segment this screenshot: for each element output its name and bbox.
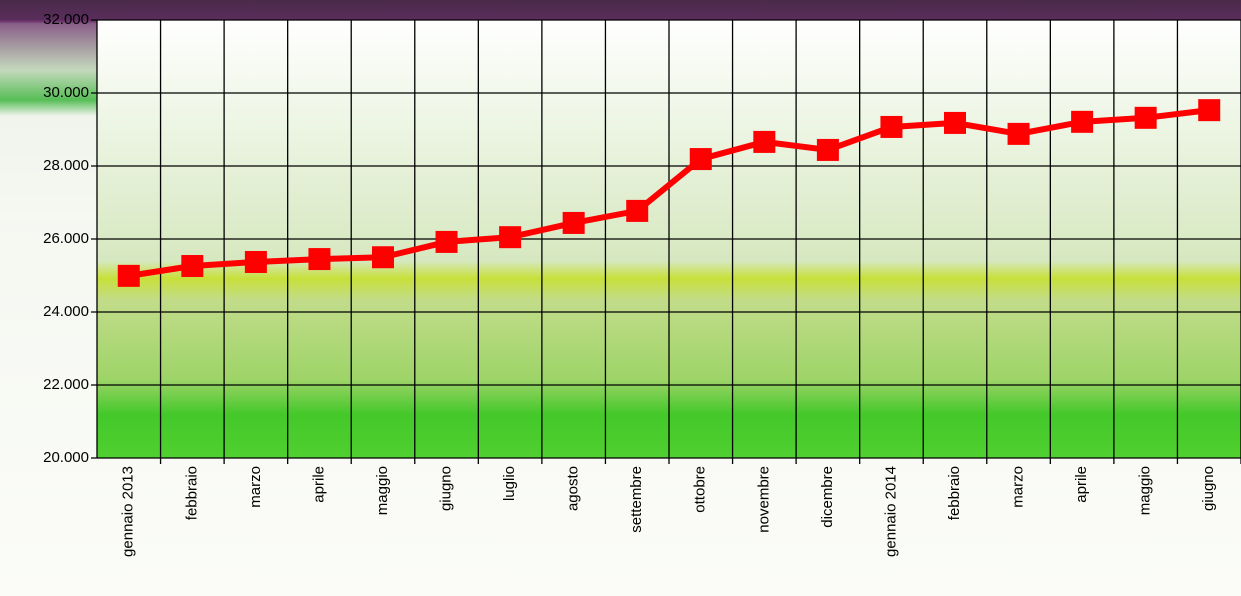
marker	[753, 130, 776, 153]
marker	[816, 138, 839, 161]
y-tick-label: 30.000	[43, 84, 89, 101]
x-tick-label: novembre	[755, 466, 772, 533]
marker	[562, 211, 585, 234]
marker	[372, 246, 394, 269]
marker	[435, 230, 458, 253]
y-tick-label: 32.000	[43, 11, 89, 28]
x-tick-label: giugno	[1200, 466, 1217, 511]
x-tick-label: ottobre	[692, 466, 709, 513]
x-tick-label: dicembre	[819, 466, 836, 528]
marker	[944, 111, 966, 134]
y-tick-label: 22.000	[43, 376, 89, 393]
x-tick-label: agosto	[565, 466, 582, 511]
y-tick-label: 20.000	[43, 449, 89, 466]
marker	[1071, 110, 1094, 133]
x-tick-label: settembre	[628, 466, 645, 533]
x-tick-label: maggio	[374, 466, 391, 515]
x-tick-label: gennaio 2014	[882, 466, 899, 557]
x-tick-label: marzo	[247, 466, 264, 508]
x-tick-label: febbraio	[183, 466, 200, 520]
marker	[117, 264, 140, 287]
x-tick-label: maggio	[1137, 466, 1154, 515]
marker	[1134, 106, 1157, 129]
y-tick-label: 26.000	[43, 230, 89, 247]
marker	[244, 250, 267, 273]
marker	[689, 148, 712, 171]
marker	[1007, 122, 1030, 145]
y-tick-label: 28.000	[43, 157, 89, 174]
x-tick-label: giugno	[438, 466, 455, 511]
left-band	[0, 20, 97, 220]
marker	[1198, 99, 1221, 122]
marker	[499, 226, 522, 249]
y-tick-label: 24.000	[43, 303, 89, 320]
marker	[880, 115, 903, 138]
marker	[626, 199, 649, 222]
x-tick-label: aprile	[1073, 466, 1090, 503]
marker	[181, 255, 204, 278]
x-tick-label: luglio	[501, 466, 518, 501]
x-tick-label: marzo	[1010, 466, 1027, 508]
x-tick-label: febbraio	[946, 466, 963, 520]
x-tick-label: gennaio 2013	[120, 466, 137, 557]
x-tick-label: aprile	[310, 466, 327, 503]
marker	[308, 248, 331, 271]
